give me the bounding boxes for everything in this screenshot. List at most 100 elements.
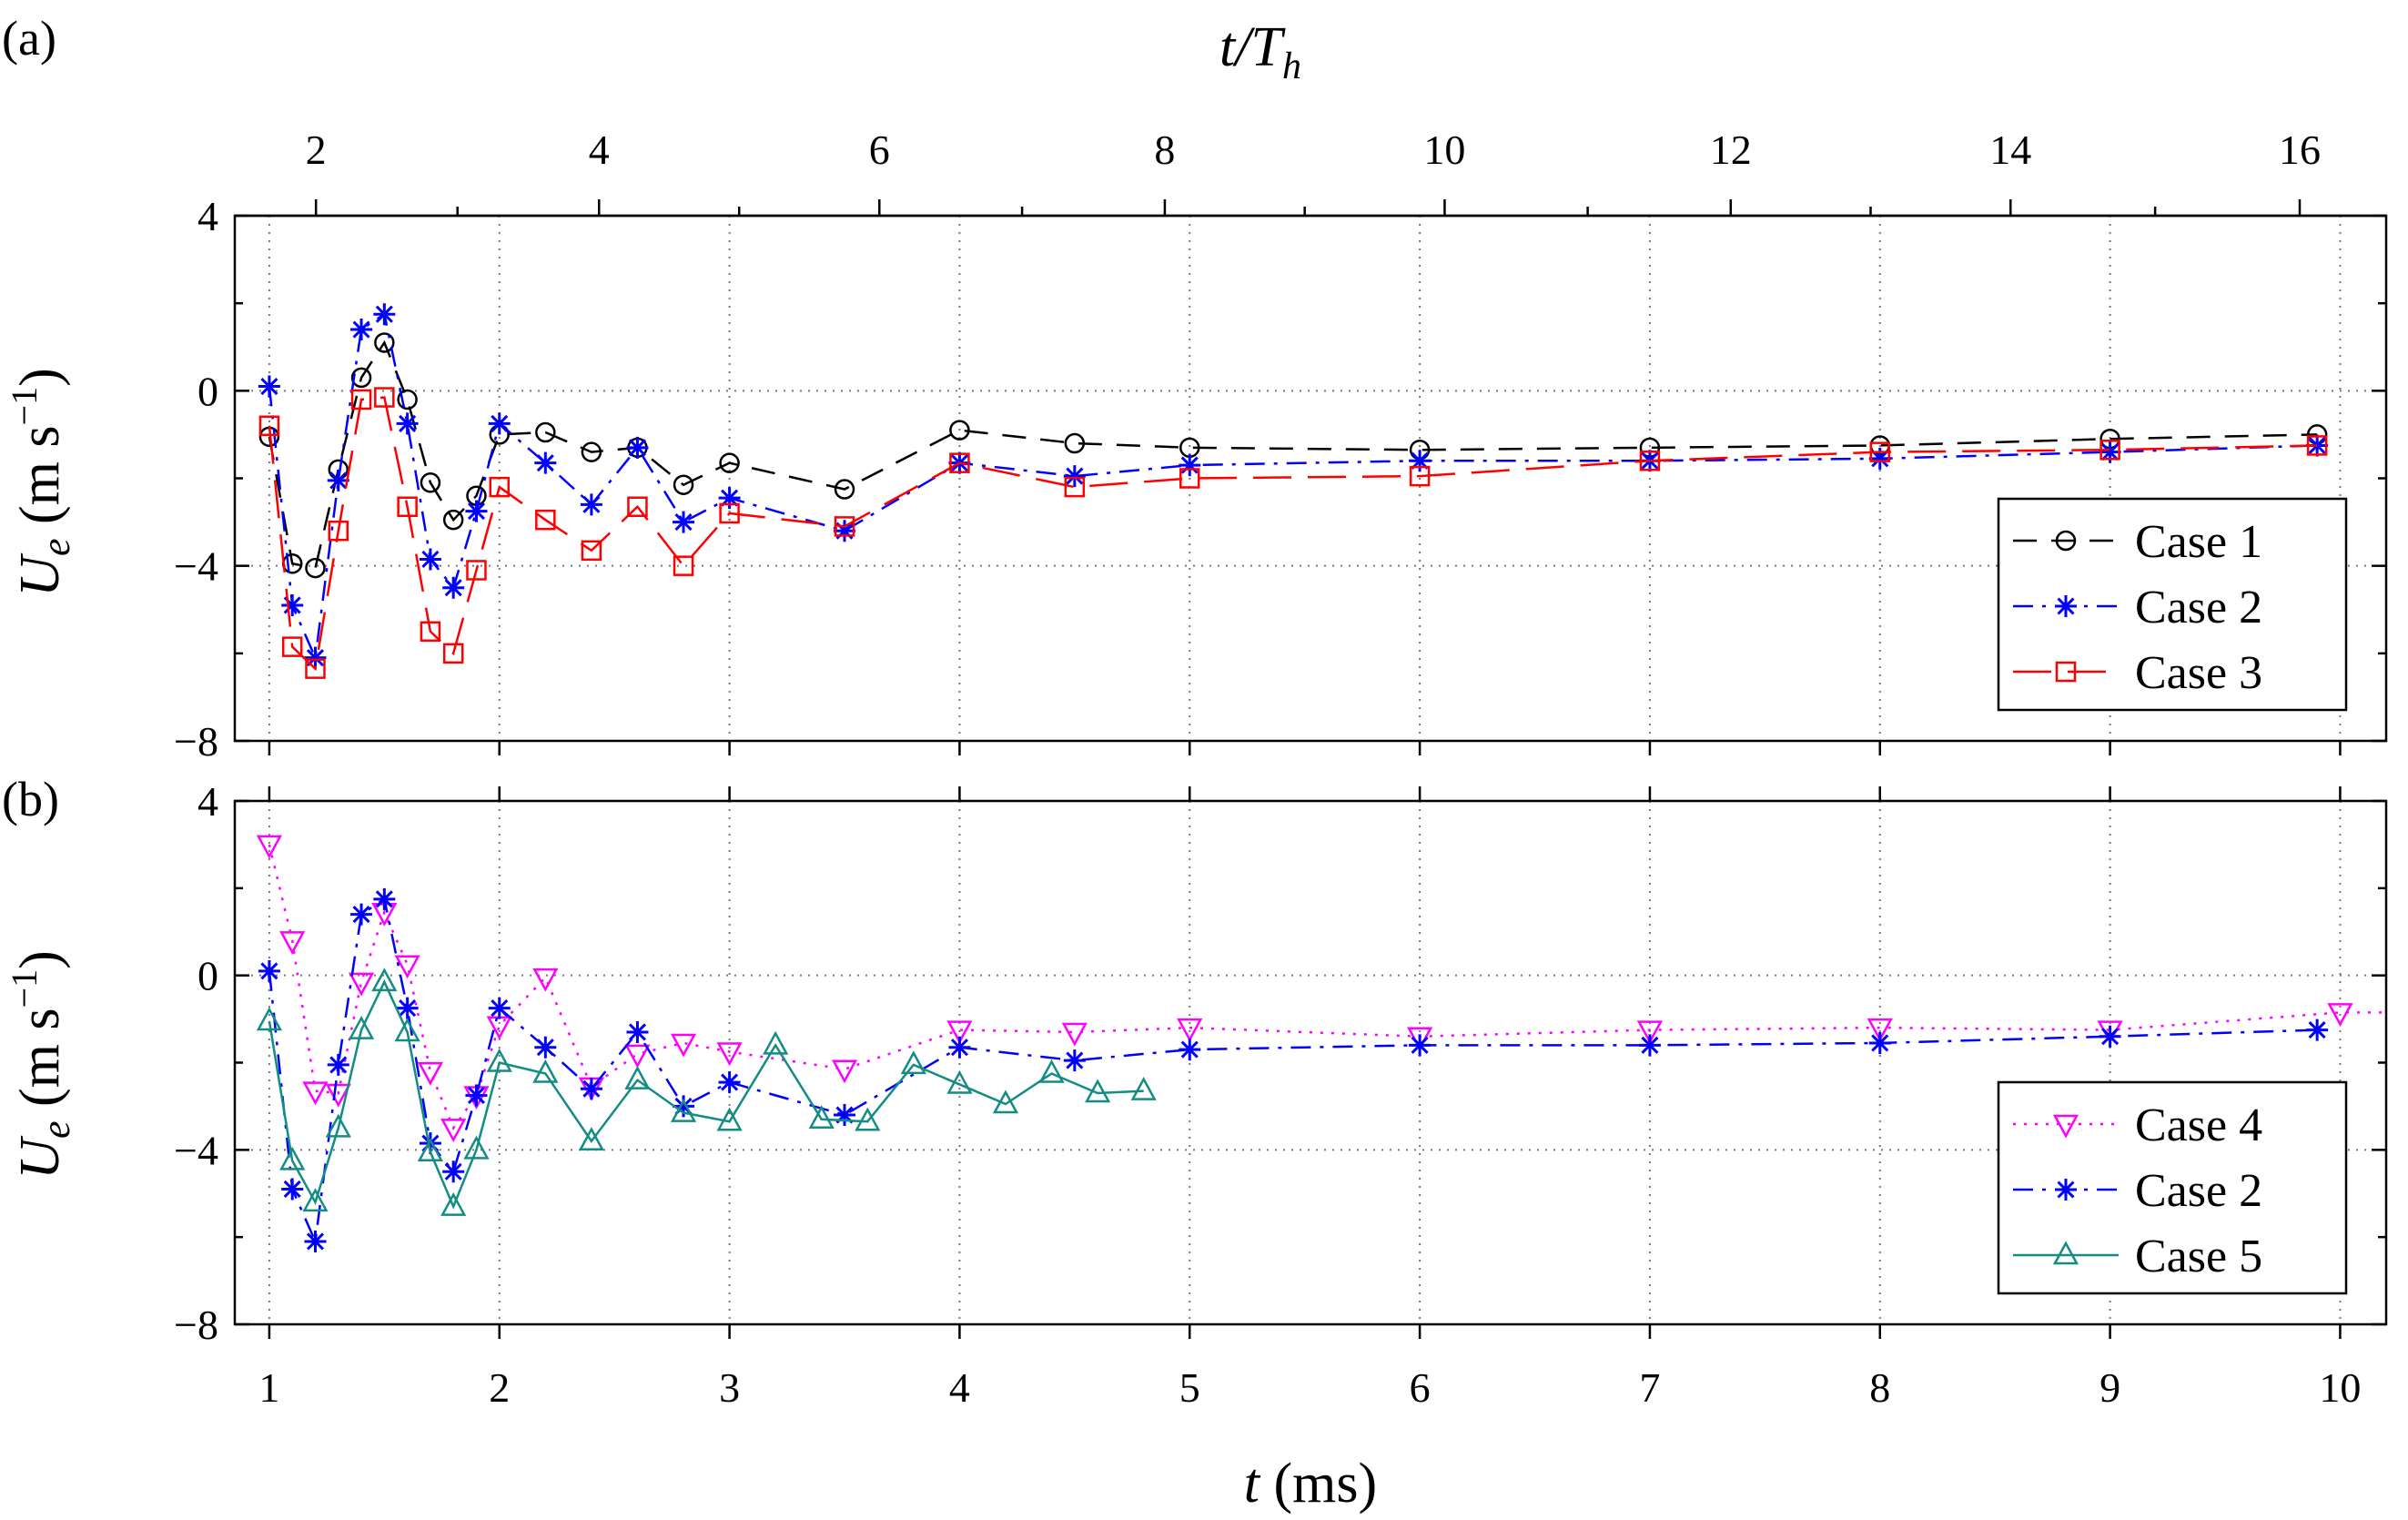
data-point: [486, 1048, 512, 1072]
x-tick-label: 10: [2319, 1364, 2361, 1411]
data-point: [1409, 1034, 1432, 1057]
data-point: [834, 479, 855, 500]
data-point: [304, 1230, 327, 1252]
data-point: [442, 643, 464, 664]
data-point: [627, 496, 648, 518]
series-case-3: [258, 387, 2328, 679]
top-tick-label: 8: [1154, 127, 1175, 173]
data-point: [900, 1050, 926, 1075]
data-point: [420, 621, 441, 643]
top-tick-label: 4: [589, 127, 610, 173]
panel-b-tag: (b): [2, 772, 59, 826]
data-point: [350, 389, 372, 410]
x-axis-label: t (ms): [1244, 1453, 1377, 1515]
panel-a-tag: (a): [2, 11, 56, 66]
data-point: [716, 1107, 743, 1131]
series-line: [268, 396, 2318, 672]
legend-marker: [2055, 661, 2077, 683]
data-point: [327, 469, 349, 491]
data-point: [258, 415, 280, 437]
top-tick-label: 14: [1989, 127, 2031, 173]
data-point: [719, 452, 740, 473]
data-point: [374, 332, 395, 353]
data-point: [581, 441, 602, 462]
data-point: [949, 452, 970, 473]
data-point: [1636, 1020, 1664, 1045]
data-point: [1038, 1059, 1065, 1083]
legend-marker: [2052, 1114, 2079, 1139]
data-point: [532, 968, 559, 992]
data-point: [1064, 476, 1086, 498]
data-point: [1869, 441, 1891, 462]
data-point: [834, 520, 856, 542]
y-axis-label-b: Ue (m s−1): [4, 950, 78, 1180]
data-point: [442, 576, 465, 599]
data-point: [2327, 1003, 2353, 1028]
data-point: [374, 387, 395, 408]
data-point: [670, 1033, 697, 1058]
data-point: [281, 1178, 304, 1201]
data-point: [581, 540, 602, 562]
data-point: [834, 1104, 856, 1126]
data-point: [2306, 434, 2329, 457]
data-point: [256, 1007, 283, 1031]
data-point: [281, 636, 303, 657]
y-tick-label: −8: [174, 718, 218, 765]
data-point: [256, 835, 283, 859]
data-point: [350, 367, 372, 389]
data-point: [420, 472, 441, 493]
data-point: [281, 593, 304, 616]
top-axis-label: t/Th: [1219, 16, 1301, 87]
data-point: [808, 1105, 835, 1130]
data-point: [373, 303, 396, 326]
data-point: [626, 436, 649, 459]
legend-marker: [2055, 530, 2077, 552]
data-point: [719, 502, 740, 524]
data-point: [279, 931, 306, 955]
x-tick-label: 2: [489, 1364, 510, 1411]
data-point: [1179, 454, 1201, 477]
data-point: [1639, 451, 1661, 471]
legend-marker: [2055, 1179, 2077, 1201]
data-point: [397, 496, 418, 518]
data-point: [834, 516, 855, 537]
data-point: [302, 1188, 329, 1212]
data-point: [535, 509, 556, 531]
data-point: [465, 1084, 488, 1107]
legend-label: Case 2: [2135, 1165, 2262, 1217]
data-point: [1063, 465, 1086, 488]
data-point: [946, 1069, 973, 1094]
data-point: [1064, 432, 1086, 454]
data-point: [466, 560, 487, 581]
data-point: [2306, 435, 2328, 456]
data-point: [325, 1113, 351, 1138]
x-tick-label: 1: [258, 1364, 279, 1411]
panel-b-plot: 4 0 −4 −8 Case 4 Case 2 Case 5: [174, 778, 2388, 1348]
data-point: [279, 1146, 306, 1170]
data-point: [718, 487, 741, 510]
panel-a-plot: 4 0 −4 −8 Case 1 Case 2 Case 3: [174, 193, 2388, 765]
top-tick-label: 12: [1710, 127, 1752, 173]
y-tick-label: 4: [197, 778, 218, 825]
y-tick-label: −4: [174, 1127, 218, 1173]
x-tick-label: 7: [1639, 1364, 1660, 1411]
data-point: [1638, 1034, 1661, 1057]
data-point: [305, 658, 326, 679]
legend-marker: [2052, 1241, 2079, 1265]
series-line: [268, 339, 2318, 570]
series-case-2: [258, 887, 2329, 1252]
data-point: [394, 955, 420, 979]
data-point: [626, 1020, 649, 1043]
x-tick-label: 6: [1410, 1364, 1431, 1411]
data-point: [1063, 1049, 1086, 1072]
data-point: [535, 421, 556, 443]
data-point: [442, 1160, 465, 1183]
data-point: [489, 476, 511, 498]
data-point: [624, 1044, 651, 1069]
legend-label: Case 2: [2135, 582, 2262, 633]
data-point: [763, 1030, 789, 1055]
data-point: [465, 500, 488, 522]
data-point: [305, 557, 326, 579]
y-tick-label: −4: [174, 543, 218, 590]
